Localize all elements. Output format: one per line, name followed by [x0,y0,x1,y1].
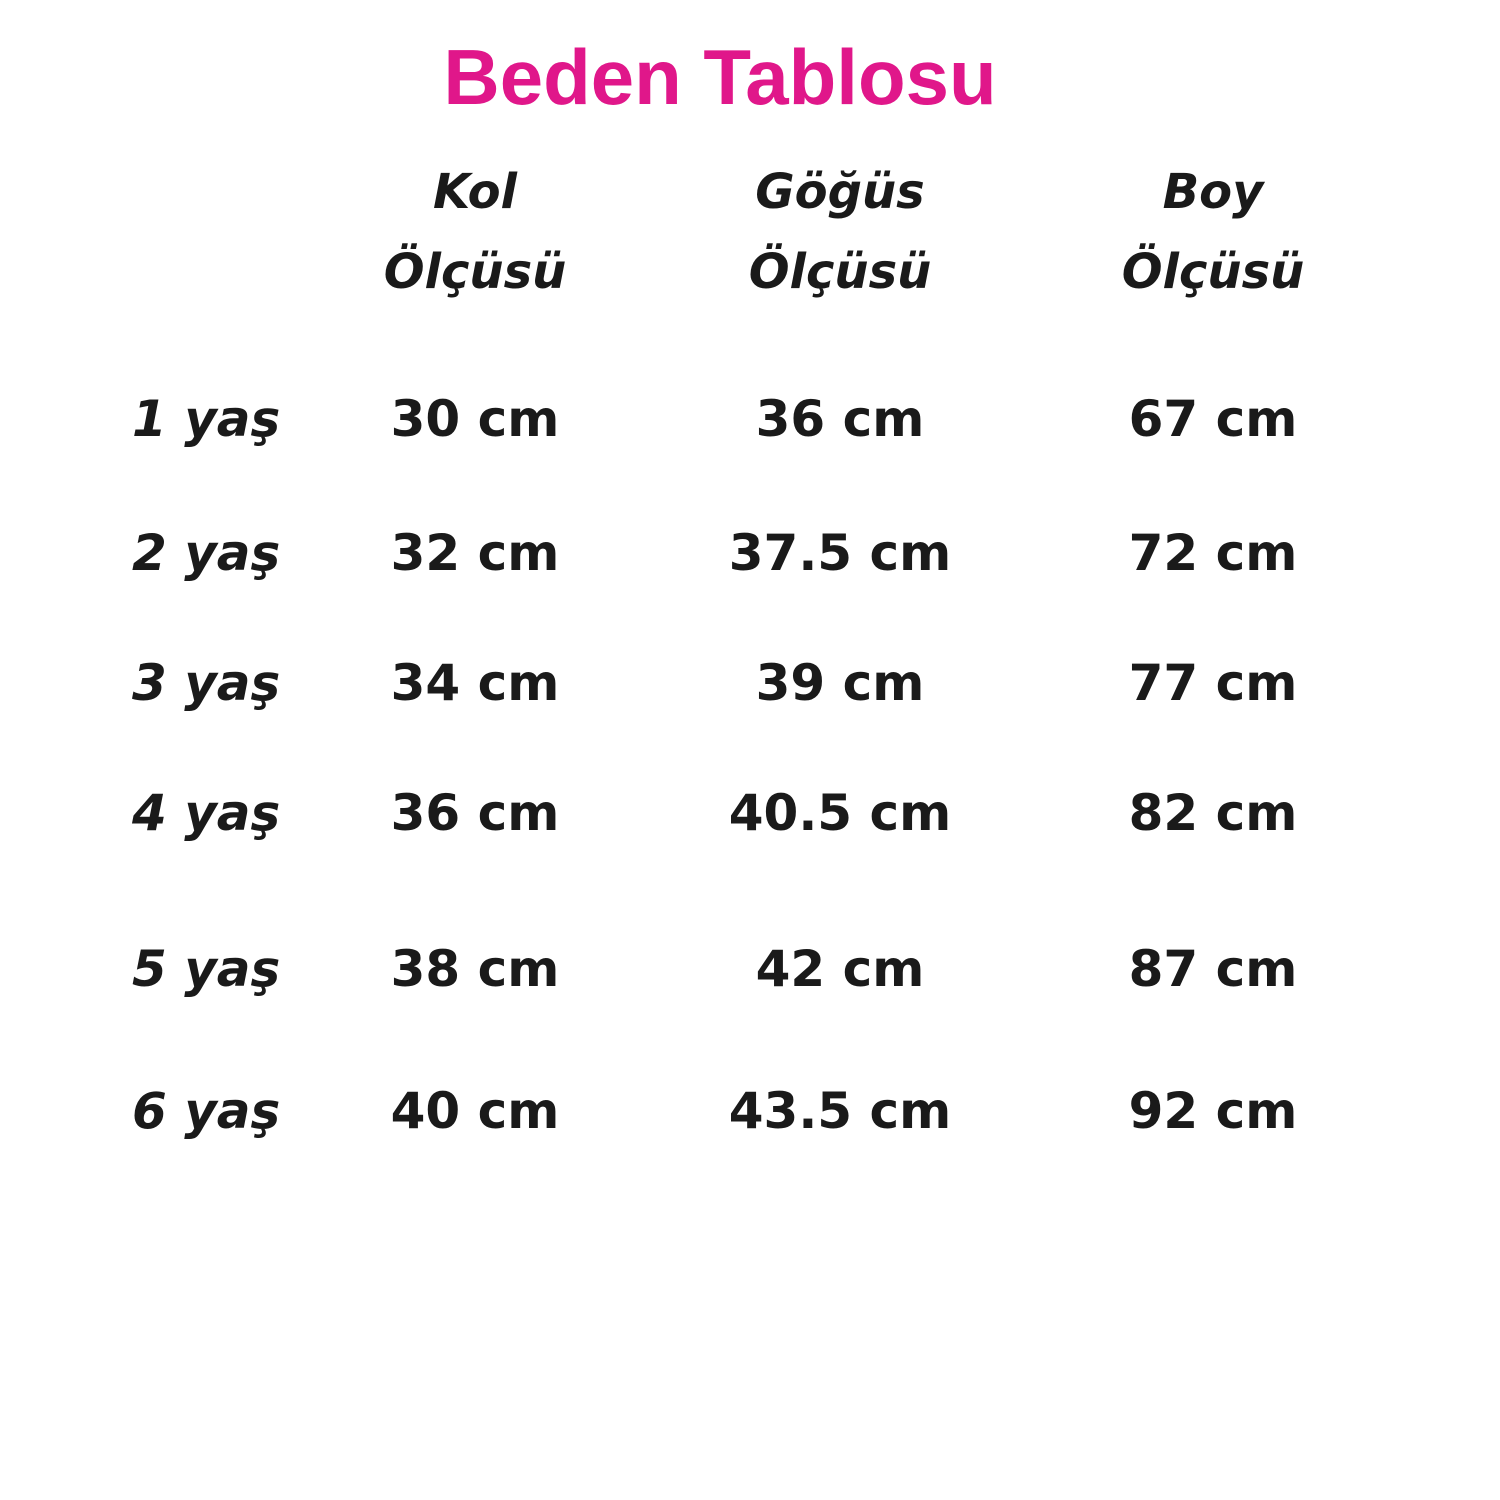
cell-gogus: 43.5 cm [728,1082,952,1140]
cell-kol: 30 cm [390,390,560,448]
page-title: Beden Tablosu [443,33,997,121]
cell-kol: 36 cm [390,784,560,842]
cell-kol: 32 cm [390,524,560,582]
row-age-label: 6 yaş [132,1082,281,1140]
row-age-label: 5 yaş [132,940,281,998]
row-age-label: 2 yaş [132,524,281,582]
header-gogus: Göğüs Ölçüsü [640,152,1040,312]
cell-gogus: 37.5 cm [728,524,952,582]
header-kol-line2: Ölçüsü [383,244,567,300]
cell-gogus: 40.5 cm [728,784,952,842]
row-age-label: 3 yaş [132,654,281,712]
cell-boy: 67 cm [1128,390,1298,448]
header-boy: Boy Ölçüsü [1013,152,1413,312]
header-boy-line2: Ölçüsü [1121,244,1305,300]
cell-gogus: 42 cm [755,940,925,998]
cell-kol: 34 cm [390,654,560,712]
header-boy-line1: Boy [1162,164,1264,220]
cell-boy: 72 cm [1128,524,1298,582]
cell-boy: 92 cm [1128,1082,1298,1140]
cell-kol: 38 cm [390,940,560,998]
cell-kol: 40 cm [390,1082,560,1140]
cell-gogus: 39 cm [755,654,925,712]
row-age-label: 1 yaş [132,390,281,448]
header-gogus-line2: Ölçüsü [748,244,932,300]
header-kol-line1: Kol [433,164,517,220]
header-kol: Kol Ölçüsü [275,152,675,312]
header-gogus-line1: Göğüs [755,164,925,220]
cell-boy: 87 cm [1128,940,1298,998]
cell-gogus: 36 cm [755,390,925,448]
cell-boy: 77 cm [1128,654,1298,712]
cell-boy: 82 cm [1128,784,1298,842]
row-age-label: 4 yaş [132,784,281,842]
